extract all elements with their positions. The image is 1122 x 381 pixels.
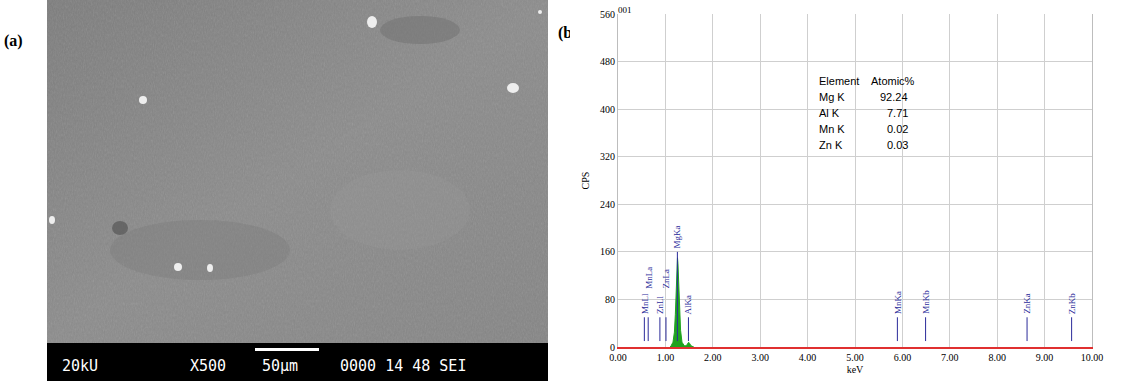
svg-text:MgKa: MgKa	[672, 226, 682, 249]
svg-text:6.00: 6.00	[894, 352, 912, 363]
svg-text:AlKa: AlKa	[683, 295, 693, 315]
svg-text:Atomic%: Atomic%	[871, 75, 915, 87]
svg-text:0000 14 48 SEI: 0000 14 48 SEI	[340, 357, 466, 375]
svg-text:8.00: 8.00	[988, 352, 1006, 363]
svg-text:1.00: 1.00	[657, 352, 675, 363]
svg-text:0.03: 0.03	[887, 139, 908, 151]
svg-text:0.02: 0.02	[887, 123, 908, 135]
svg-text:Element: Element	[819, 75, 859, 87]
svg-text:7.00: 7.00	[941, 352, 959, 363]
html-text:(b): (b)	[558, 24, 578, 41]
svg-text:20kU: 20kU	[62, 357, 98, 375]
svg-text:240: 240	[600, 199, 615, 210]
svg-text:MnLa: MnLa	[644, 267, 654, 289]
svg-text:ZnLa: ZnLa	[661, 269, 671, 289]
svg-text:4.00: 4.00	[799, 352, 817, 363]
svg-text:10.00: 10.00	[1081, 352, 1104, 363]
svg-text:50µm: 50µm	[262, 357, 298, 375]
svg-text:7.71: 7.71	[887, 107, 908, 119]
svg-text:Mg K: Mg K	[819, 91, 845, 103]
svg-text:ZnLl: ZnLl	[655, 295, 665, 313]
svg-text:Zn K: Zn K	[819, 139, 843, 151]
svg-text:560: 560	[600, 9, 615, 20]
svg-text:5.00: 5.00	[846, 352, 864, 363]
svg-text:80: 80	[605, 294, 615, 305]
svg-text:CPS: CPS	[580, 172, 591, 190]
svg-text:(a): (a)	[4, 32, 23, 50]
svg-text:X500: X500	[190, 357, 226, 375]
svg-text:ZnKa: ZnKa	[1022, 293, 1032, 314]
svg-text:001: 001	[618, 5, 632, 15]
svg-text:MnKb: MnKb	[921, 290, 931, 314]
svg-text:400: 400	[600, 104, 615, 115]
svg-text:MnKa: MnKa	[893, 291, 903, 314]
svg-text:keV: keV	[847, 364, 864, 375]
svg-text:92.24: 92.24	[880, 91, 908, 103]
svg-text:9.00: 9.00	[1036, 352, 1054, 363]
svg-text:0.00: 0.00	[609, 352, 627, 363]
svg-text:320: 320	[600, 151, 615, 162]
svg-text:0: 0	[610, 342, 615, 353]
svg-text:ZnKb: ZnKb	[1067, 293, 1077, 314]
svg-text:3.00: 3.00	[751, 352, 769, 363]
svg-text:Al K: Al K	[819, 107, 840, 119]
svg-text:160: 160	[600, 246, 615, 257]
svg-text:Mn K: Mn K	[819, 123, 845, 135]
svg-text:2.00: 2.00	[704, 352, 722, 363]
svg-text:MnLl: MnLl	[640, 293, 650, 314]
svg-text:480: 480	[600, 56, 615, 67]
